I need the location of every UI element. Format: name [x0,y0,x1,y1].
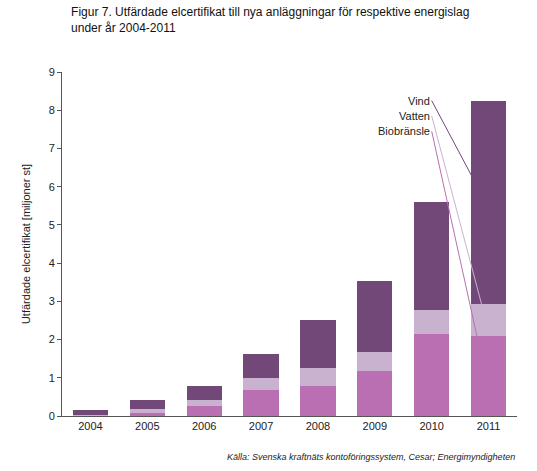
svg-text:2005: 2005 [135,420,159,432]
svg-text:2009: 2009 [363,420,387,432]
svg-text:2011: 2011 [477,420,501,432]
svg-text:5: 5 [49,219,55,231]
svg-text:Källa: Svenska kraftnäts konto: Källa: Svenska kraftnäts kontoföringssys… [227,452,515,462]
svg-text:2007: 2007 [249,420,273,432]
svg-text:1: 1 [49,372,55,384]
svg-text:9: 9 [49,66,55,78]
svg-text:3: 3 [49,295,55,307]
svg-text:2008: 2008 [306,420,330,432]
svg-text:Figur 7. Utfärdade elcertifika: Figur 7. Utfärdade elcertifikat till nya… [71,5,469,35]
svg-text:4: 4 [49,257,55,269]
svg-text:6: 6 [49,181,55,193]
svg-text:2010: 2010 [419,420,443,432]
svg-text:2: 2 [49,333,55,345]
svg-text:0: 0 [49,410,55,422]
svg-text:Vind: Vind [408,95,430,107]
svg-text:Biobränsle: Biobränsle [378,125,430,137]
svg-text:Vatten: Vatten [399,110,430,122]
svg-text:2004: 2004 [78,420,102,432]
svg-text:7: 7 [49,142,55,154]
svg-text:8: 8 [49,104,55,116]
svg-text:2006: 2006 [192,420,216,432]
svg-text:Utfärdade elcertifikat [miljon: Utfärdade elcertifikat [miljoner st] [20,164,32,324]
